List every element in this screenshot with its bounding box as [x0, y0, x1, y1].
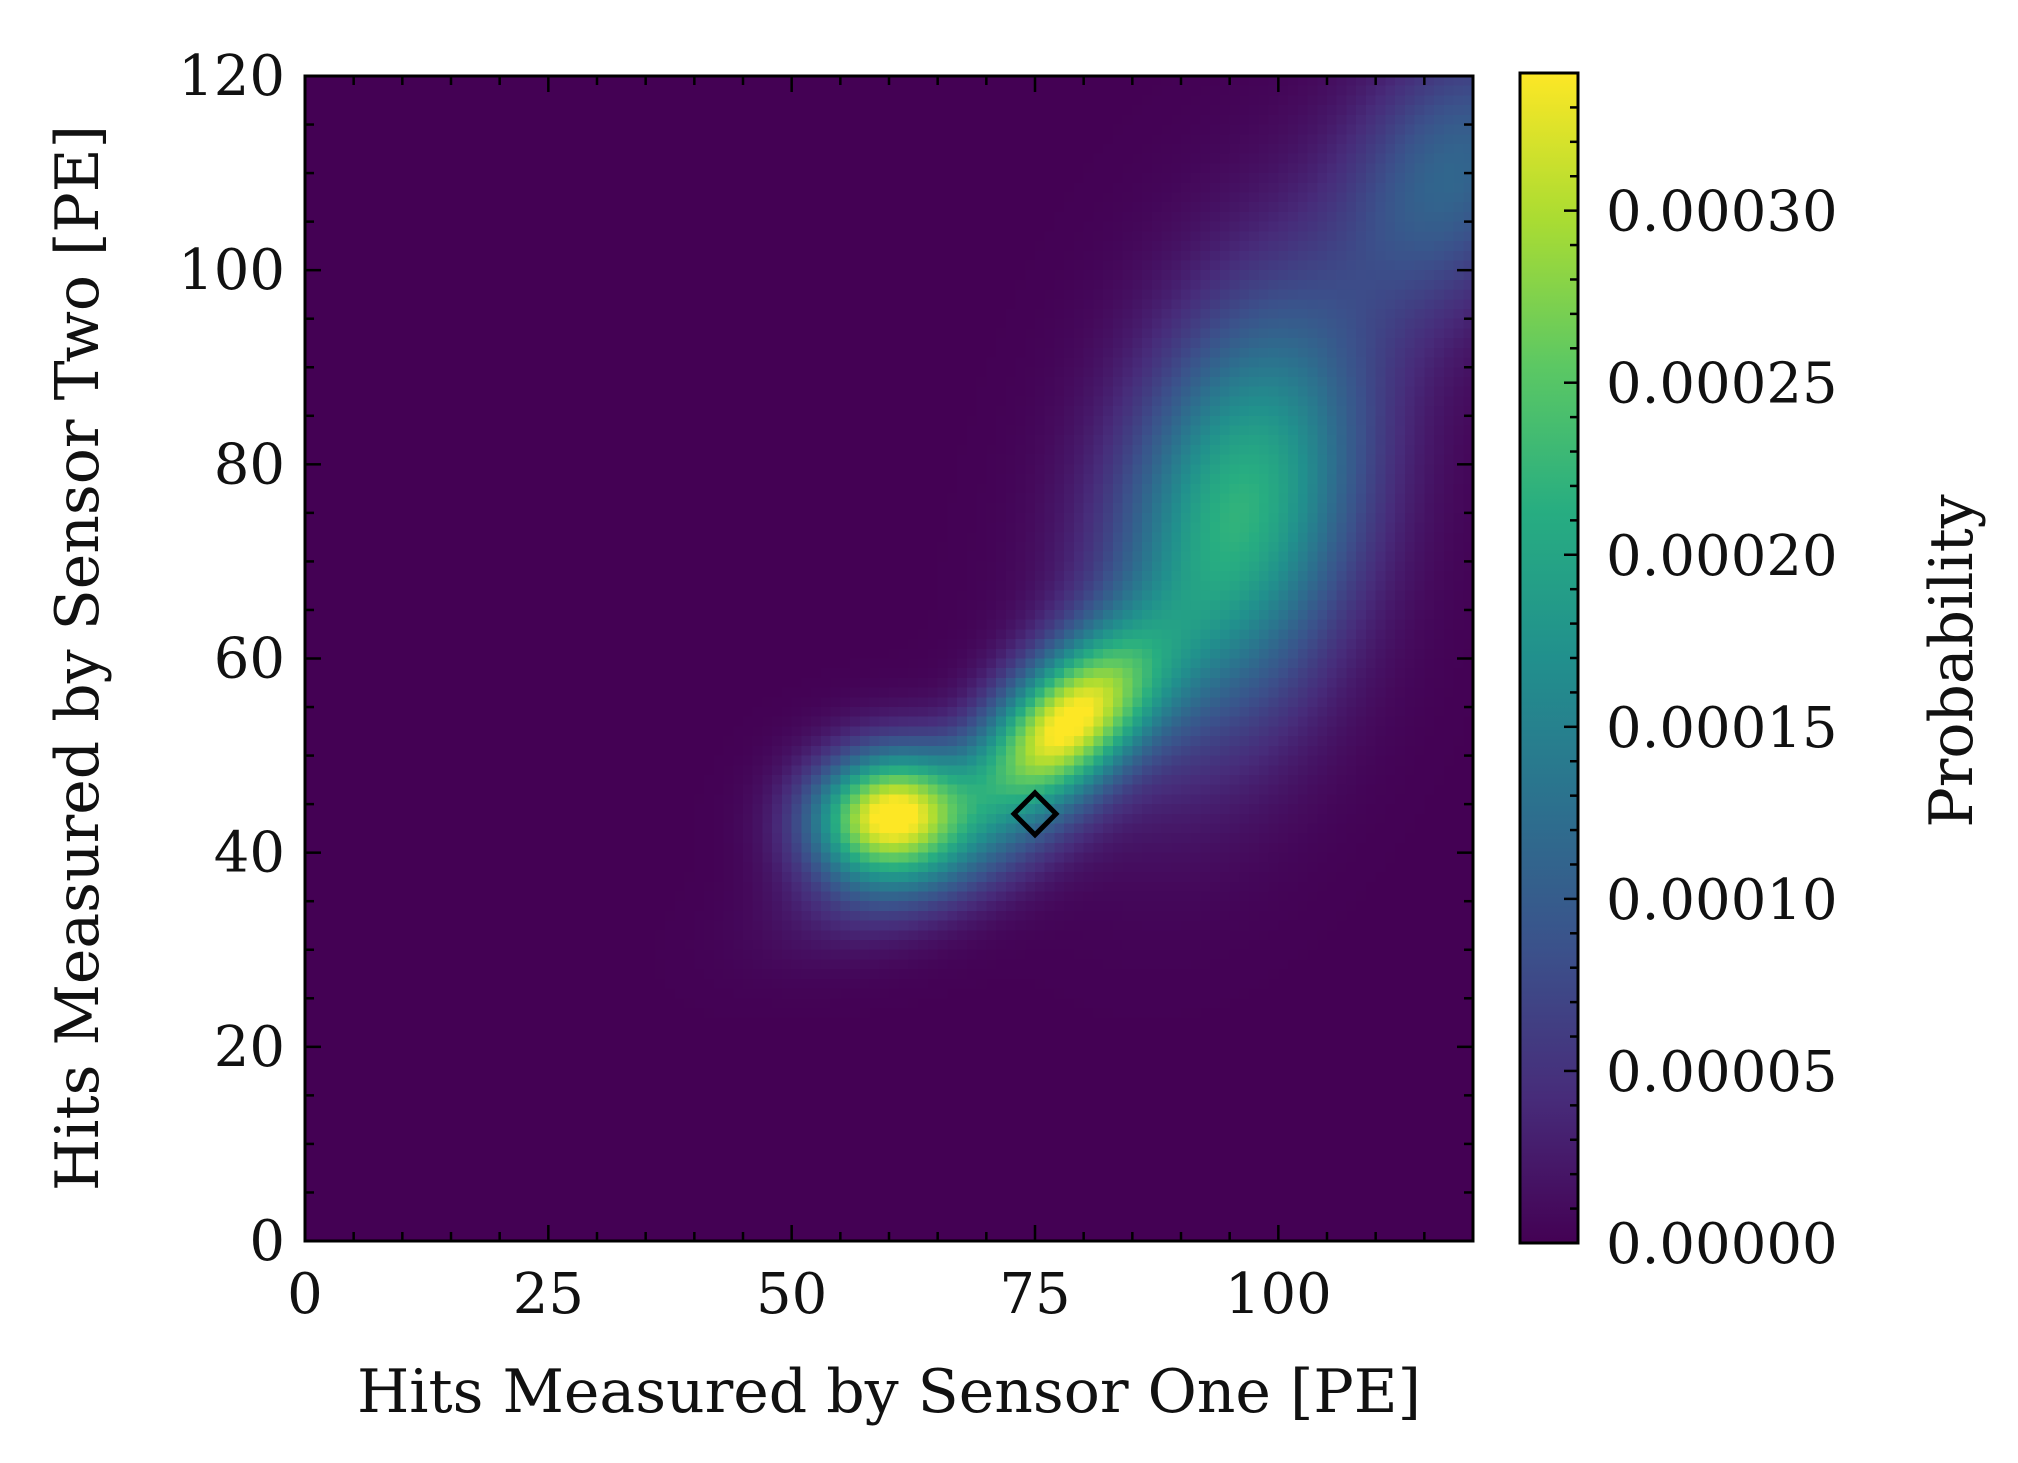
y-tick-label: 60 — [214, 627, 285, 692]
colorbar: 0.00000 0.00005 0.00010 0.00015 0.00020 0.000… — [1518, 71, 1987, 1277]
colorbar-tick-label: 0.00010 — [1606, 868, 1838, 933]
y-axis-label: Hits Measured by Sensor Two [PE] — [43, 125, 113, 1191]
marker-diamond — [1010, 789, 1060, 839]
y-tick-label: 100 — [178, 238, 285, 303]
x-axis-ticks: 0 25 50 75 100 — [287, 76, 1426, 1327]
y-tick-label: 0 — [249, 1209, 285, 1274]
y-axis-ticks: 0 20 40 60 80 100 120 — [178, 44, 1473, 1274]
x-tick-label: 0 — [287, 1262, 323, 1327]
colorbar-tick-label: 0.00000 — [1606, 1212, 1838, 1277]
plot-area: 0 25 50 75 100 0 20 40 60 80 100 120 — [178, 44, 1475, 1327]
colorbar-tick-label: 0.00020 — [1606, 524, 1838, 589]
colorbar-label: Probability — [1917, 494, 1987, 827]
y-tick-label: 40 — [214, 821, 285, 886]
y-tick-label: 120 — [178, 44, 285, 109]
x-tick-label: 100 — [1225, 1262, 1332, 1327]
colorbar-gradient — [1520, 73, 1578, 1243]
colorbar-tick-label: 0.00015 — [1606, 696, 1838, 761]
x-tick-label: 50 — [756, 1262, 827, 1327]
colorbar-tick-label: 0.00025 — [1606, 352, 1838, 417]
y-tick-label: 20 — [214, 1015, 285, 1080]
x-tick-label: 25 — [513, 1262, 584, 1327]
x-tick-label: 75 — [999, 1262, 1070, 1327]
marker-layer — [1010, 789, 1060, 839]
y-tick-label: 80 — [214, 432, 285, 497]
colorbar-ticks: 0.00000 0.00005 0.00010 0.00015 0.00020 0.000… — [1564, 106, 1838, 1277]
x-axis-label: Hits Measured by Sensor One [PE] — [357, 1357, 1421, 1427]
colorbar-tick-label: 0.00030 — [1606, 180, 1838, 245]
colorbar-tick-label: 0.00005 — [1606, 1040, 1838, 1105]
colorbar-frame — [1518, 71, 1580, 1245]
heatmap-image — [305, 76, 1473, 1241]
